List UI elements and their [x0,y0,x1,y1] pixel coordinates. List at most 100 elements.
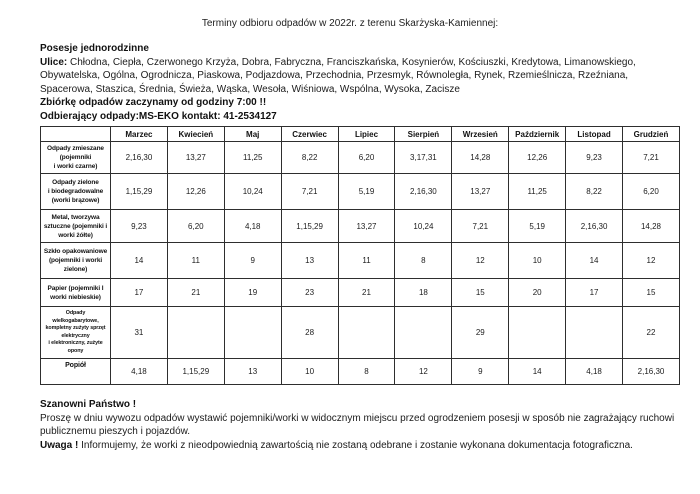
schedule-day-cell: 13,27 [337,209,396,243]
schedule-day-cell: 4,18 [565,358,624,385]
waste-type-label: Metal, tworzywa sztuczne (pojemniki i wo… [40,209,111,243]
schedule-day-cell: 1,15,29 [110,173,168,210]
schedule-day-cell [166,306,225,359]
schedule-day-cell: 9 [451,358,510,385]
schedule-day-cell: 2,16,30 [394,173,453,210]
month-header-row: Marzec Kwiecień Maj Czerwiec Lipiec Sierpień W… [40,126,680,142]
schedule-day-cell: 7,21 [451,209,510,243]
schedule-day-cell: 1,15,29 [166,358,225,385]
schedule-day-cell: 12,26 [166,173,225,210]
schedule-day-cell: 9 [223,242,282,279]
schedule-day-cell [565,306,624,359]
schedule-day-cell: 10,24 [223,173,282,210]
schedule-day-cell [337,306,396,359]
schedule-day-cell [394,306,453,359]
month-header: Lipiec [337,126,396,142]
collector-contact: Odbierający odpady:MS-EKO kontakt: 41-25… [40,110,277,122]
schedule-day-cell: 7,21 [280,173,339,210]
schedule-day-cell: 15 [451,278,510,307]
schedule-day-cell: 11 [166,242,225,279]
schedule-day-cell: 14 [508,358,567,385]
schedule-day-cell: 13 [280,242,339,279]
schedule-day-cell: 14 [565,242,624,279]
schedule-day-cell: 2,16,30 [565,209,624,243]
waste-type-label: Papier (pojemniki I worki niebieskie) [40,278,111,307]
schedule-day-cell: 28 [280,306,339,359]
warning-label: Uwaga ! [40,439,79,451]
month-header: Wrzesień [451,126,510,142]
month-header: Marzec [110,126,168,142]
schedule-day-cell [223,306,282,359]
schedule-table: Marzec Kwiecień Maj Czerwiec Lipiec Sierpień W… [40,126,680,385]
schedule-day-cell: 5,19 [508,209,567,243]
schedule-table-header: Marzec Kwiecień Maj Czerwiec Lipiec Sierpień W… [40,126,680,142]
month-header: Listopad [565,126,624,142]
month-header: Kwiecień [166,126,225,142]
schedule-day-cell: 6,20 [622,173,680,210]
empty-corner-cell [40,126,111,142]
schedule-day-cell: 12 [622,242,680,279]
schedule-day-cell: 5,19 [337,173,396,210]
month-header: Sierpień [394,126,453,142]
schedule-day-cell: 4,18 [110,358,168,385]
schedule-day-cell: 3,17,31 [394,141,453,174]
schedule-day-cell: 14,28 [451,141,510,174]
schedule-day-cell: 9,23 [110,209,168,243]
schedule-day-cell: 8,22 [565,173,624,210]
warning-paragraph: Uwaga ! Informujemy, że worki z nieodpow… [40,439,680,453]
streets-label: Ulice: [40,56,68,68]
table-row: Odpady zielone i biodegradowalne (worki … [40,173,680,210]
schedule-day-cell: 15 [622,278,680,307]
schedule-table-body: Odpady zmieszane (pojemniki i worki czar… [40,141,680,385]
schedule-day-cell: 17 [110,278,168,307]
table-row: Odpady wielkogabarytowe, kompletny zużyt… [40,306,680,359]
schedule-day-cell: 1,15,29 [280,209,339,243]
schedule-day-cell: 19 [223,278,282,307]
streets-paragraph: Ulice: Chłodna, Ciepła, Czerwonego Krzyż… [40,56,680,97]
table-row: Papier (pojemniki I worki niebieskie) 17 2… [40,278,680,307]
waste-type-label: Odpady zielone i biodegradowalne (worki … [40,173,111,210]
schedule-day-cell: 13 [223,358,282,385]
month-header: Czerwiec [280,126,339,142]
schedule-day-cell: 2,16,30 [110,141,168,174]
schedule-day-cell: 8 [337,358,396,385]
schedule-day-cell: 7,21 [622,141,680,174]
collection-time-note: Zbiórkę odpadów zaczynamy od godziny 7:0… [40,97,267,108]
table-row: Metal, tworzywa sztuczne (pojemniki i wo… [40,209,680,243]
schedule-day-cell: 12 [394,358,453,385]
schedule-day-cell: 8 [394,242,453,279]
schedule-day-cell: 12 [451,242,510,279]
schedule-day-cell: 8,22 [280,141,339,174]
schedule-day-cell: 2,16,30 [622,358,680,385]
month-header: Grudzień [622,126,680,142]
schedule-day-cell: 6,20 [166,209,225,243]
schedule-day-cell: 11 [337,242,396,279]
waste-type-label: Odpady zmieszane (pojemniki i worki czar… [40,141,111,174]
table-row: Szkło opakowaniowe (pojemniki i worki zi… [40,242,680,279]
schedule-day-cell: 10 [508,242,567,279]
schedule-day-cell: 11,25 [508,173,567,210]
schedule-day-cell: 17 [565,278,624,307]
schedule-day-cell: 23 [280,278,339,307]
table-row: Odpady zmieszane (pojemniki i worki czar… [40,141,680,174]
document-content: Posesje jednorodzinne Ulice: Chłodna, Ci… [40,42,680,452]
schedule-day-cell: 13,27 [166,141,225,174]
schedule-day-cell: 10 [280,358,339,385]
streets-list: Chłodna, Ciepła, Czerwonego Krzyża, Dobr… [40,56,636,95]
schedule-day-cell: 22 [622,306,680,359]
month-header: Październik [508,126,567,142]
schedule-day-cell [508,306,567,359]
schedule-day-cell: 14 [110,242,168,279]
schedule-day-cell: 21 [337,278,396,307]
waste-type-label: Popiół [40,358,111,385]
schedule-day-cell: 21 [166,278,225,307]
schedule-day-cell: 12,26 [508,141,567,174]
schedule-day-cell: 31 [110,306,168,359]
schedule-day-cell: 18 [394,278,453,307]
table-row: Popiół 4,18 1,15,29 13 10 8 12 9 14 4,18 2,16,30 [40,358,680,385]
schedule-day-cell: 10,24 [394,209,453,243]
document-title: Terminy odbioru odpadów w 2022r. z teren… [201,18,499,29]
schedule-day-cell: 11,25 [223,141,282,174]
section-heading: Posesje jednorodzinne [40,43,149,54]
